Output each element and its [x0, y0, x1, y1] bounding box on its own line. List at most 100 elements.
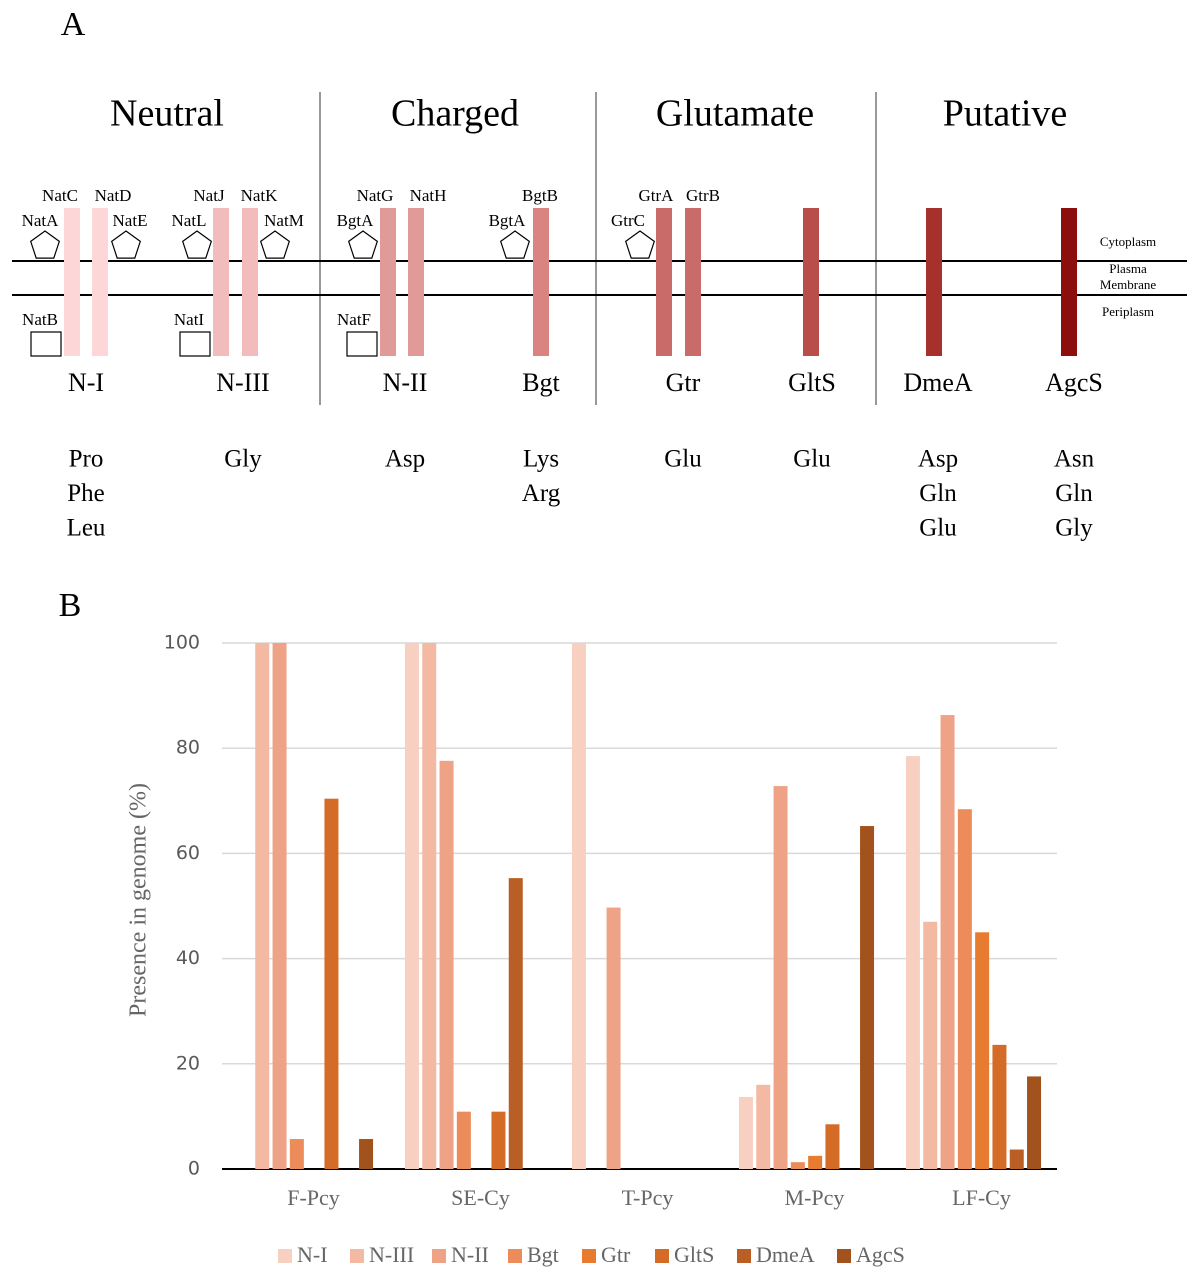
system-label: Gtr: [666, 368, 701, 397]
component-label: NatD: [95, 186, 132, 205]
bar: [860, 826, 875, 1169]
component-label: NatL: [172, 211, 207, 230]
system-label: AgcS: [1045, 368, 1103, 397]
transporter-bar: [926, 208, 942, 356]
component-label: NatC: [42, 186, 78, 205]
system-label: N-I: [68, 368, 104, 397]
pentagon: [259, 230, 291, 259]
bar: [1027, 1076, 1042, 1169]
compartment-label: Periplasm: [1102, 304, 1154, 319]
bar: [738, 1096, 753, 1169]
component-label: NatA: [22, 211, 60, 230]
substrate: Asp: [385, 446, 425, 473]
transporter-bar: [533, 208, 549, 356]
system-label: N-III: [216, 368, 269, 397]
bar: [491, 1111, 506, 1169]
bar: [422, 643, 437, 1169]
compartment-label: Plasma: [1109, 261, 1147, 276]
transporter-bar: [242, 208, 258, 356]
transporter-bar: [1061, 208, 1077, 356]
component-label: NatM: [264, 211, 304, 230]
transporter-bar: [92, 208, 108, 356]
y-tick-label: 80: [176, 737, 200, 759]
group-heading: Charged: [391, 93, 519, 135]
legend-label: AgcS: [856, 1242, 905, 1267]
component-label: BgtA: [337, 211, 375, 230]
bar: [773, 786, 788, 1169]
bar: [571, 643, 586, 1169]
component-label: NatJ: [193, 186, 225, 205]
component-label: GtrC: [611, 211, 645, 230]
y-tick-label: 0: [188, 1158, 200, 1180]
y-axis-label: Presence in genome (%): [126, 783, 152, 1017]
compartment-label: Cytoplasm: [1100, 234, 1156, 249]
substrate: Leu: [67, 515, 106, 542]
substrate: Gly: [224, 446, 262, 473]
pentagon: [110, 230, 142, 259]
legend-label: GltS: [674, 1242, 714, 1267]
legend-label: N-II: [451, 1242, 489, 1267]
legend-label: N-I: [297, 1242, 328, 1267]
substrate: Glu: [664, 446, 702, 473]
bar: [508, 878, 523, 1169]
component-label: BgtA: [489, 211, 527, 230]
pentagon: [181, 230, 213, 259]
bar: [404, 643, 419, 1169]
pentagon: [624, 230, 656, 259]
bar: [940, 715, 955, 1169]
x-tick-label: T-Pcy: [622, 1185, 674, 1210]
transporter-bar: [803, 208, 819, 356]
substrate: Asp: [918, 446, 958, 473]
component-label: NatI: [174, 310, 205, 329]
legend-label: Gtr: [601, 1242, 631, 1267]
group-heading: Putative: [943, 93, 1068, 135]
bar: [992, 1044, 1007, 1169]
x-tick-label: LF-Cy: [952, 1185, 1011, 1210]
component-label: BgtB: [522, 186, 558, 205]
pentagon: [347, 230, 379, 259]
square: [179, 331, 211, 357]
bar: [957, 809, 972, 1169]
group-heading: Neutral: [110, 93, 224, 135]
compartment-label: Membrane: [1100, 277, 1157, 292]
y-tick-label: 40: [176, 947, 200, 969]
component-label: GtrB: [686, 186, 720, 205]
bar: [808, 1155, 823, 1169]
component-label: NatH: [410, 186, 447, 205]
transporter-bar: [656, 208, 672, 356]
bar: [439, 760, 454, 1169]
bar: [456, 1111, 471, 1169]
legend-label: N-III: [369, 1242, 414, 1267]
substrate: Gln: [1055, 480, 1093, 507]
bar: [1009, 1149, 1024, 1169]
legend-swatch: [582, 1249, 596, 1263]
bar: [923, 921, 938, 1169]
legend-swatch: [432, 1249, 446, 1263]
substrate: Phe: [67, 480, 105, 507]
bar: [359, 1139, 374, 1169]
bar: [289, 1139, 304, 1169]
legend-swatch: [737, 1249, 751, 1263]
substrate: Lys: [523, 446, 559, 473]
legend-swatch: [837, 1249, 851, 1263]
legend-swatch: [508, 1249, 522, 1263]
panel-label: B: [59, 587, 82, 624]
bar: [825, 1124, 840, 1169]
legend-label: DmeA: [756, 1242, 815, 1267]
legend-label: Bgt: [527, 1242, 559, 1267]
component-label: GtrA: [639, 186, 675, 205]
bar: [324, 798, 339, 1169]
group-heading: Glutamate: [656, 93, 814, 135]
component-label: NatG: [357, 186, 394, 205]
panel-label: A: [61, 6, 86, 43]
pentagon: [29, 230, 61, 259]
substrate: Glu: [919, 515, 957, 542]
system-label: DmeA: [903, 368, 973, 397]
transporter-bar: [685, 208, 701, 356]
substrate: Arg: [522, 480, 561, 507]
substrate: Glu: [793, 446, 831, 473]
substrate: Asn: [1054, 446, 1095, 473]
system-label: Bgt: [522, 368, 560, 397]
